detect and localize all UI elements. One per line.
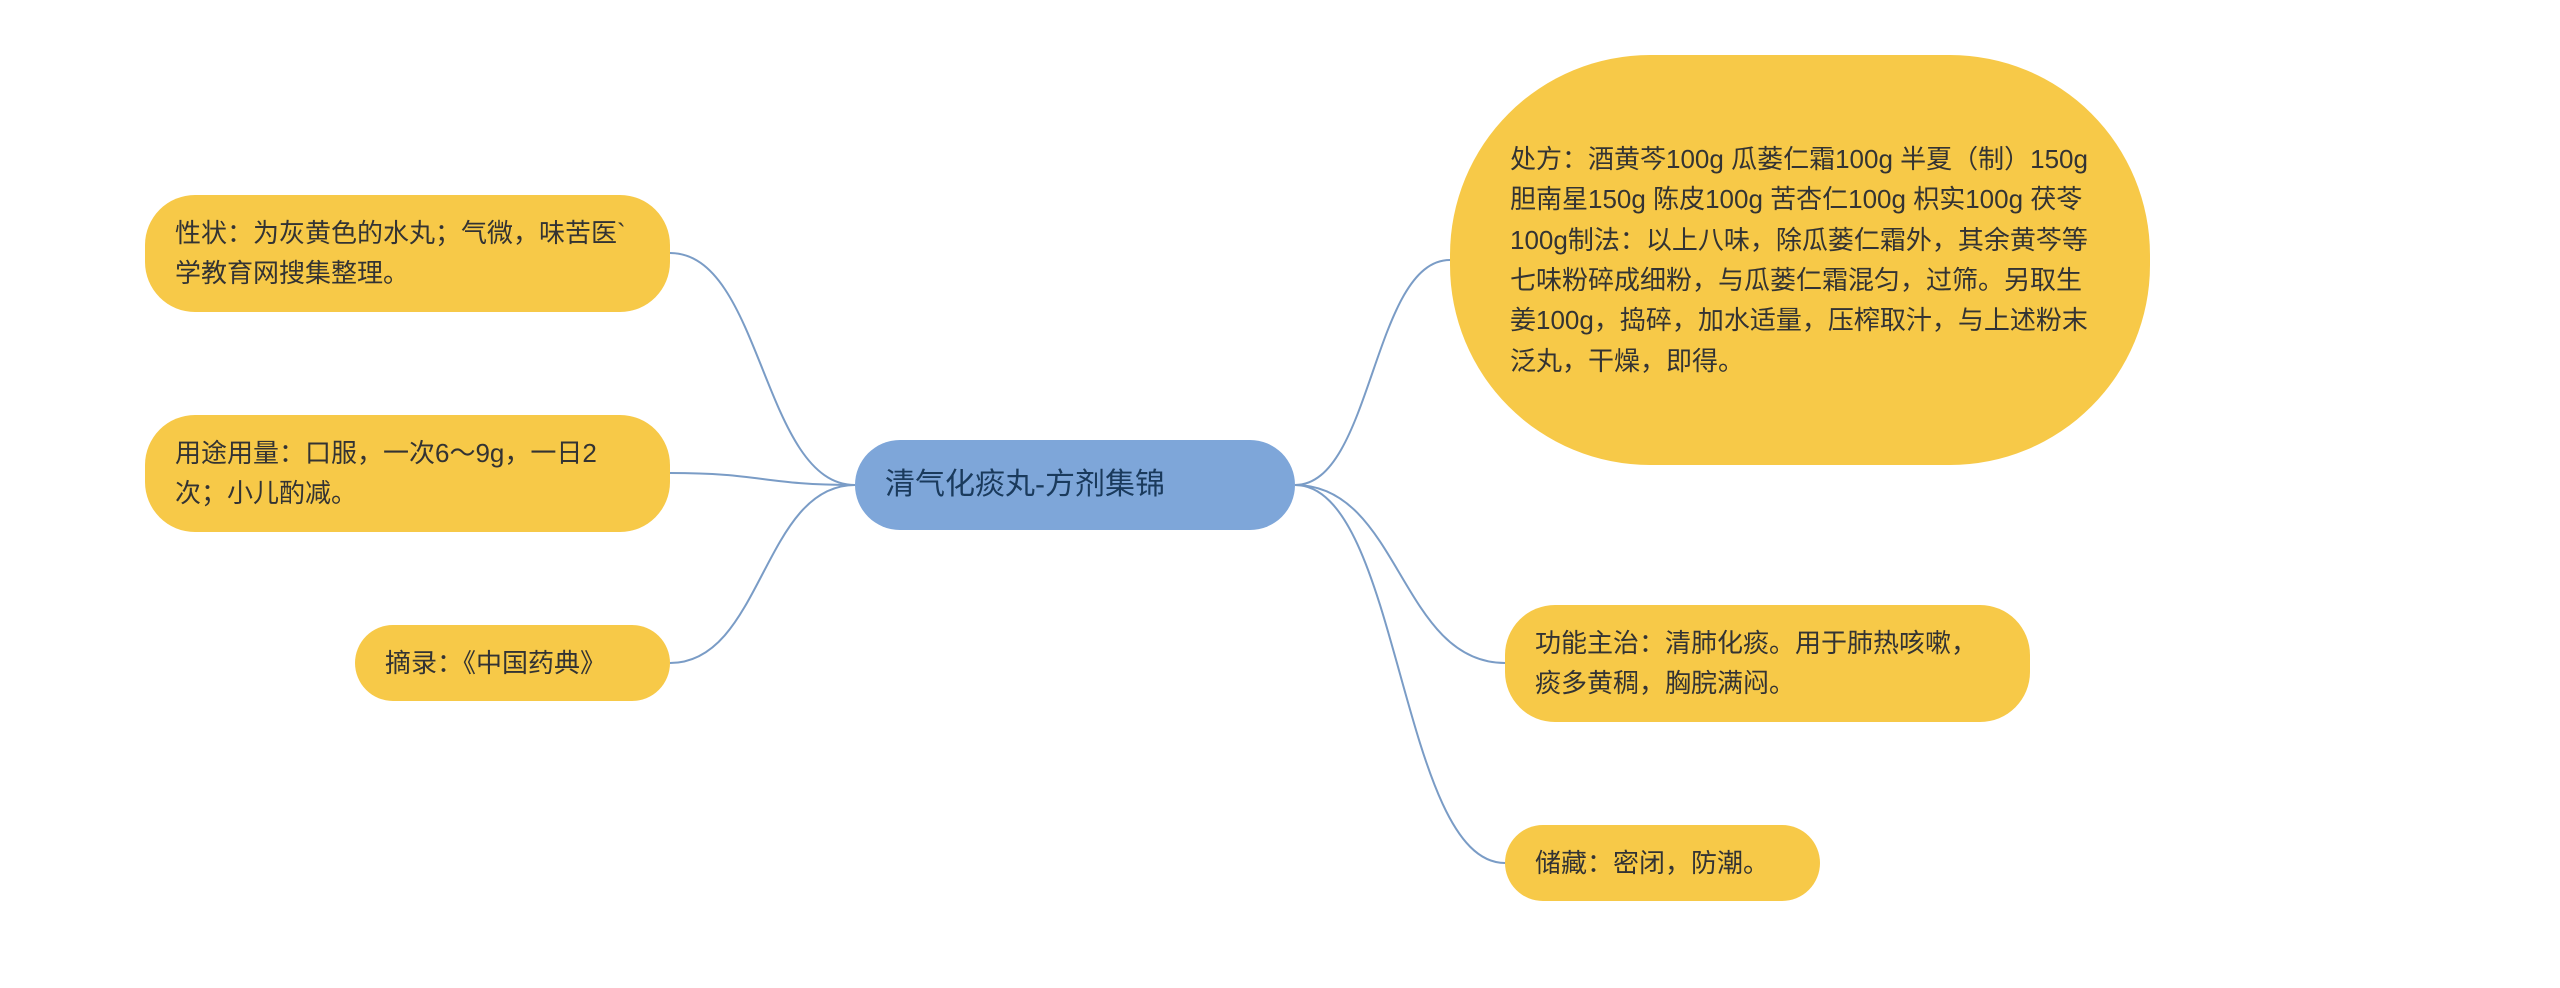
leaf-text: 用途用量：口服，一次6～9g，一日2次；小儿酌减。 — [175, 433, 640, 514]
center-node-text: 清气化痰丸-方剂集锦 — [885, 462, 1165, 509]
leaf-node-left-2[interactable]: 摘录：《中国药典》 — [355, 625, 670, 701]
leaf-node-left-0[interactable]: 性状：为灰黄色的水丸；气微，味苦医`学教育网搜集整理。 — [145, 195, 670, 312]
leaf-node-right-1[interactable]: 功能主治：清肺化痰。用于肺热咳嗽，痰多黄稠，胸脘满闷。 — [1505, 605, 2030, 722]
leaf-node-right-2[interactable]: 储藏：密闭，防潮。 — [1505, 825, 1820, 901]
leaf-text: 储藏：密闭，防潮。 — [1535, 843, 1769, 883]
center-node[interactable]: 清气化痰丸-方剂集锦 — [855, 440, 1295, 530]
leaf-text: 摘录：《中国药典》 — [385, 643, 606, 683]
leaf-node-left-1[interactable]: 用途用量：口服，一次6～9g，一日2次；小儿酌减。 — [145, 415, 670, 532]
leaf-text: 性状：为灰黄色的水丸；气微，味苦医`学教育网搜集整理。 — [175, 213, 640, 294]
leaf-text: 处方：酒黄芩100g 瓜蒌仁霜100g 半夏（制）150g 胆南星150g 陈皮… — [1510, 139, 2090, 381]
leaf-node-right-0[interactable]: 处方：酒黄芩100g 瓜蒌仁霜100g 半夏（制）150g 胆南星150g 陈皮… — [1450, 55, 2150, 465]
leaf-text: 功能主治：清肺化痰。用于肺热咳嗽，痰多黄稠，胸脘满闷。 — [1535, 623, 2000, 704]
mindmap-canvas: 清气化痰丸-方剂集锦 性状：为灰黄色的水丸；气微，味苦医`学教育网搜集整理。 用… — [0, 0, 2560, 988]
